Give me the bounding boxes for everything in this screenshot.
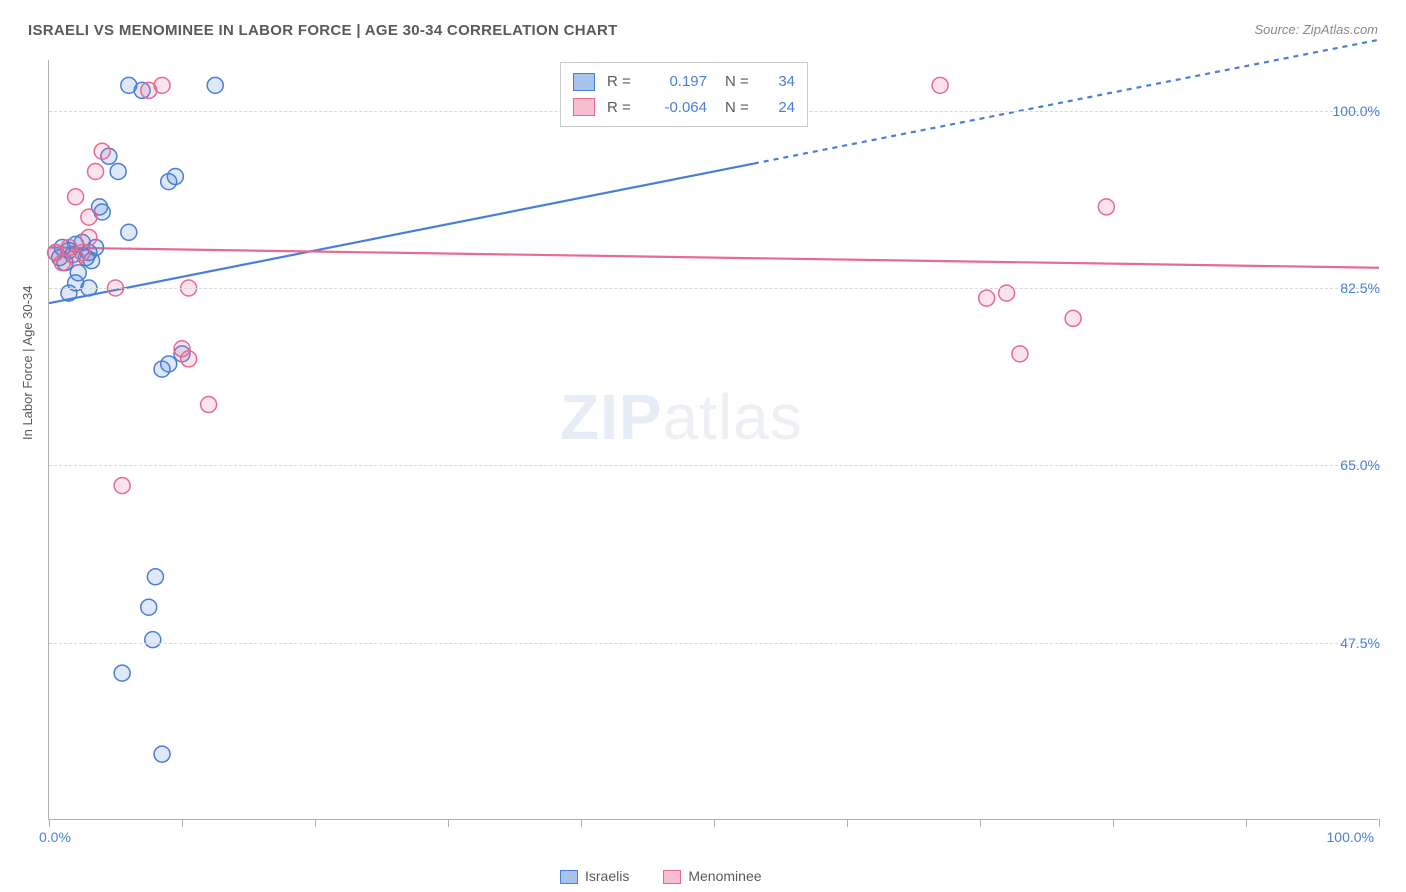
x-tick: [980, 819, 981, 827]
r-value-israelis: 0.197: [647, 69, 707, 95]
x-axis-max-label: 100.0%: [1327, 829, 1374, 845]
gridline-h: [49, 288, 1378, 289]
y-tick-label: 65.0%: [1340, 457, 1380, 473]
x-tick: [182, 819, 183, 827]
n-label: N =: [725, 69, 755, 95]
plot-area: 0.0% 100.0% 47.5%65.0%82.5%100.0%: [48, 60, 1378, 820]
stats-row-israelis: R = 0.197 N = 34: [573, 69, 795, 95]
x-tick: [1113, 819, 1114, 827]
x-tick: [581, 819, 582, 827]
n-label: N =: [725, 95, 755, 121]
n-value-menominee: 24: [767, 95, 795, 121]
x-tick: [1379, 819, 1380, 827]
legend-item-menominee: Menominee: [663, 868, 761, 884]
x-tick: [714, 819, 715, 827]
y-tick-label: 47.5%: [1340, 635, 1380, 651]
correlation-stats-box: R = 0.197 N = 34 R = -0.064 N = 24: [560, 62, 808, 127]
n-value-israelis: 34: [767, 69, 795, 95]
x-tick: [49, 819, 50, 827]
stats-row-menominee: R = -0.064 N = 24: [573, 95, 795, 121]
chart-title: ISRAELI VS MENOMINEE IN LABOR FORCE | AG…: [28, 22, 618, 39]
stats-swatch-menominee: [573, 98, 595, 116]
source-attribution: Source: ZipAtlas.com: [1254, 22, 1378, 37]
gridline-h: [49, 643, 1378, 644]
r-value-menominee: -0.064: [647, 95, 707, 121]
legend-swatch-menominee: [663, 870, 681, 884]
r-label: R =: [607, 95, 635, 121]
gridline-h: [49, 465, 1378, 466]
legend-item-israelis: Israelis: [560, 868, 629, 884]
x-tick: [315, 819, 316, 827]
r-label: R =: [607, 69, 635, 95]
legend: Israelis Menominee: [560, 868, 762, 884]
y-tick-label: 100.0%: [1333, 103, 1380, 119]
scatter-plot-svg: [49, 60, 1378, 819]
x-tick: [847, 819, 848, 827]
x-tick: [1246, 819, 1247, 827]
legend-label-israelis: Israelis: [585, 868, 629, 884]
y-tick-label: 82.5%: [1340, 280, 1380, 296]
x-axis-min-label: 0.0%: [39, 829, 71, 845]
legend-swatch-israelis: [560, 870, 578, 884]
x-tick: [448, 819, 449, 827]
stats-swatch-israelis: [573, 73, 595, 91]
legend-label-menominee: Menominee: [688, 868, 761, 884]
y-axis-title: In Labor Force | Age 30-34: [20, 286, 35, 440]
